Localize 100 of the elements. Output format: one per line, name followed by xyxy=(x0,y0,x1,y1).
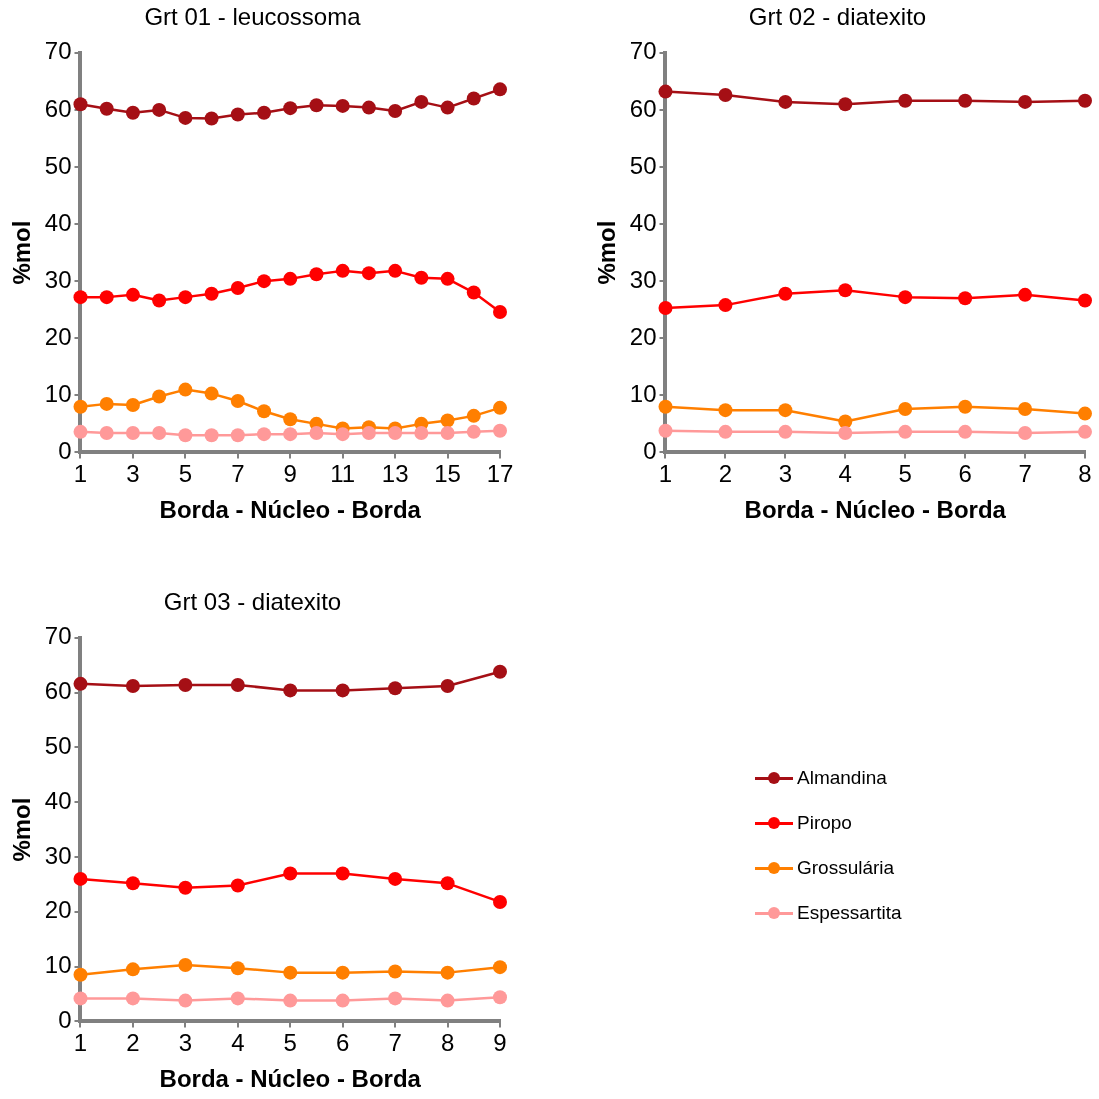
y-tick-label: 40 xyxy=(44,786,72,814)
chart-title: Grt 01 - leucossoma xyxy=(144,3,362,31)
x-tick-label: 8 xyxy=(440,1029,455,1057)
y-tick-label: 30 xyxy=(629,265,657,293)
point xyxy=(152,293,167,308)
point xyxy=(178,290,193,305)
x-tick-label: 9 xyxy=(283,460,297,488)
y-tick-label: 20 xyxy=(629,322,657,350)
y-tick-label: 0 xyxy=(58,1006,72,1034)
point xyxy=(178,428,193,443)
point xyxy=(73,676,88,691)
x-axis-title: Borda - Núcleo - Borda xyxy=(744,496,1007,524)
point xyxy=(230,878,245,893)
point xyxy=(958,399,973,414)
point xyxy=(230,280,245,295)
point xyxy=(958,93,973,108)
point xyxy=(414,270,429,285)
point xyxy=(283,412,298,427)
point xyxy=(718,88,733,103)
x-tick-label: 1 xyxy=(73,1029,88,1057)
point xyxy=(73,399,88,414)
point xyxy=(73,871,88,886)
point xyxy=(73,290,88,305)
x-tick-label: 6 xyxy=(336,1029,350,1057)
point xyxy=(440,965,455,980)
x-tick-label: 2 xyxy=(718,460,733,488)
point xyxy=(99,290,114,305)
point xyxy=(1078,293,1092,308)
x-tick-label: 5 xyxy=(178,460,193,488)
point xyxy=(1018,94,1033,109)
point xyxy=(466,408,481,423)
x-tick-label: 2 xyxy=(126,1029,140,1057)
point xyxy=(493,664,507,679)
point xyxy=(658,300,673,315)
point xyxy=(178,110,193,125)
point xyxy=(335,427,350,442)
legend-label: Grossulária xyxy=(797,856,895,879)
point xyxy=(1078,93,1092,108)
point xyxy=(73,424,88,439)
point xyxy=(283,101,298,116)
point xyxy=(658,84,673,99)
point xyxy=(230,961,245,976)
x-tick-label: 15 xyxy=(434,460,461,488)
point xyxy=(230,107,245,122)
point xyxy=(493,894,507,909)
point xyxy=(361,100,376,115)
point xyxy=(283,683,298,698)
point xyxy=(958,291,973,306)
point xyxy=(73,991,88,1006)
x-tick-label: 3 xyxy=(778,460,793,488)
point xyxy=(73,967,88,982)
point xyxy=(335,98,350,113)
point xyxy=(718,298,733,313)
point xyxy=(283,427,298,442)
point xyxy=(125,991,140,1006)
point xyxy=(388,425,403,440)
point xyxy=(440,993,455,1008)
point xyxy=(388,104,403,119)
y-axis-title: %mol xyxy=(8,797,36,862)
x-tick-label: 11 xyxy=(330,460,356,488)
point xyxy=(414,425,429,440)
y-tick-label: 40 xyxy=(44,208,72,236)
point xyxy=(778,94,793,109)
point xyxy=(388,681,403,696)
y-tick-label: 10 xyxy=(44,379,72,407)
point xyxy=(778,424,793,439)
point xyxy=(335,263,350,278)
point xyxy=(257,105,272,120)
point xyxy=(125,398,140,413)
point xyxy=(178,677,193,692)
y-tick-label: 0 xyxy=(643,437,657,465)
point xyxy=(204,386,219,401)
point xyxy=(283,866,298,881)
point xyxy=(718,424,733,439)
y-tick-label: 70 xyxy=(44,622,72,650)
x-tick-label: 5 xyxy=(898,460,912,488)
point xyxy=(125,679,140,694)
point xyxy=(493,82,507,97)
point xyxy=(257,427,272,442)
point xyxy=(718,403,733,418)
point xyxy=(466,285,481,300)
x-tick-label: 1 xyxy=(73,460,88,488)
point xyxy=(1018,425,1033,440)
point xyxy=(283,271,298,286)
point xyxy=(898,402,913,417)
legend-label: Almandina xyxy=(797,766,887,789)
x-tick-label: 5 xyxy=(283,1029,297,1057)
point xyxy=(178,382,193,397)
point xyxy=(466,424,481,439)
x-tick-label: 7 xyxy=(231,460,245,488)
x-tick-label: 7 xyxy=(388,1029,402,1057)
point xyxy=(125,962,140,977)
point xyxy=(838,425,853,440)
point xyxy=(204,286,219,301)
point xyxy=(838,283,853,298)
point xyxy=(898,424,913,439)
point xyxy=(898,290,913,305)
point xyxy=(958,424,973,439)
point xyxy=(309,98,324,113)
point xyxy=(99,425,114,440)
